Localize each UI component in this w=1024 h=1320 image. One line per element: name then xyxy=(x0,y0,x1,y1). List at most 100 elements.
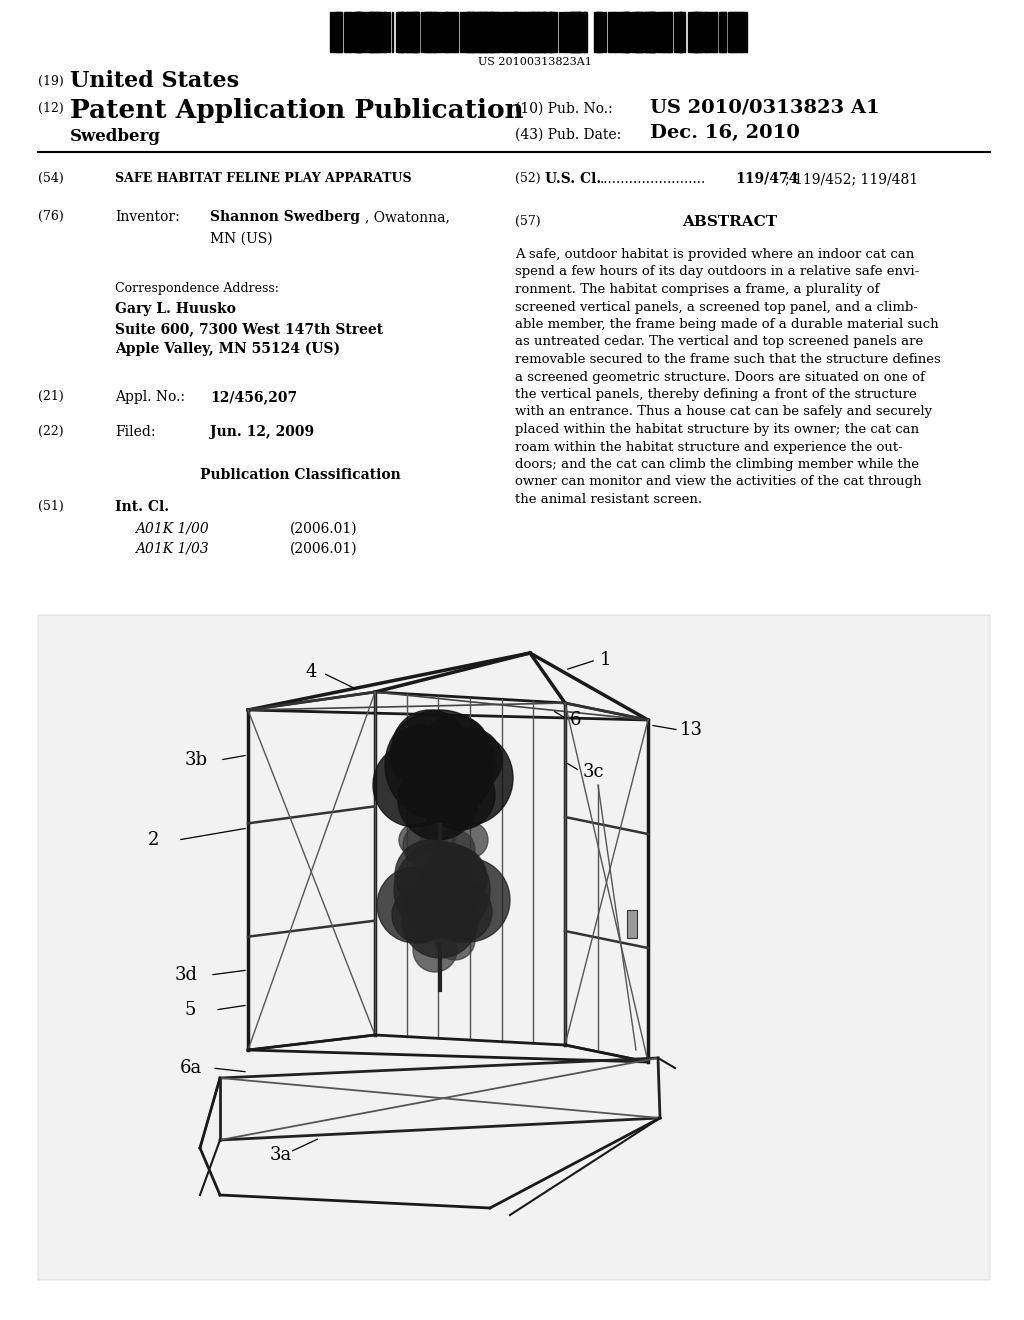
Bar xyxy=(407,12,409,51)
Bar xyxy=(594,12,599,51)
Bar xyxy=(344,12,347,51)
Text: 3a: 3a xyxy=(270,1146,292,1164)
Bar xyxy=(499,12,501,51)
Text: Int. Cl.: Int. Cl. xyxy=(115,500,169,513)
Circle shape xyxy=(392,710,468,785)
Circle shape xyxy=(390,725,450,785)
Circle shape xyxy=(435,920,475,960)
Text: doors; and the cat can climb the climbing member while the: doors; and the cat can climb the climbin… xyxy=(515,458,919,471)
Circle shape xyxy=(427,803,463,838)
Text: A safe, outdoor habitat is provided where an indoor cat can: A safe, outdoor habitat is provided wher… xyxy=(515,248,914,261)
Bar xyxy=(415,12,417,51)
Text: Shannon Swedberg: Shannon Swedberg xyxy=(210,210,360,224)
Text: a screened geometric structure. Doors are situated on one of: a screened geometric structure. Doors ar… xyxy=(515,371,925,384)
Text: Publication Classification: Publication Classification xyxy=(200,469,400,482)
Circle shape xyxy=(423,846,487,909)
Bar xyxy=(450,12,457,51)
Circle shape xyxy=(426,858,510,942)
Bar xyxy=(569,12,575,51)
Bar xyxy=(486,12,488,51)
Bar xyxy=(466,12,470,51)
Bar xyxy=(433,12,434,51)
Bar xyxy=(573,12,581,51)
Bar xyxy=(738,12,742,51)
Bar xyxy=(705,12,709,51)
Text: (76): (76) xyxy=(38,210,63,223)
Bar xyxy=(519,12,522,51)
Bar xyxy=(540,12,546,51)
Bar xyxy=(527,12,529,51)
Bar xyxy=(346,12,352,51)
Bar xyxy=(647,12,654,51)
Circle shape xyxy=(377,867,453,942)
Text: Patent Application Publication: Patent Application Publication xyxy=(70,98,523,123)
Bar xyxy=(468,12,475,51)
Bar xyxy=(716,12,717,51)
Bar xyxy=(482,12,486,51)
Text: Dec. 16, 2010: Dec. 16, 2010 xyxy=(650,124,800,143)
Circle shape xyxy=(420,817,456,853)
Bar xyxy=(409,12,413,51)
Bar xyxy=(378,12,380,51)
Bar xyxy=(429,12,436,51)
Text: Filed:: Filed: xyxy=(115,425,156,440)
Text: US 2010/0313823 A1: US 2010/0313823 A1 xyxy=(650,98,880,116)
Bar xyxy=(505,12,511,51)
Bar xyxy=(662,12,668,51)
Bar xyxy=(503,12,506,51)
Bar xyxy=(734,12,738,51)
Bar xyxy=(698,12,702,51)
Text: removable secured to the frame such that the structure defines: removable secured to the frame such that… xyxy=(515,352,941,366)
Bar xyxy=(578,12,582,51)
Circle shape xyxy=(425,760,495,830)
Bar xyxy=(336,12,339,51)
Text: 1: 1 xyxy=(600,651,611,669)
Bar xyxy=(402,12,408,51)
Bar xyxy=(631,12,638,51)
Text: (12): (12) xyxy=(38,102,63,115)
Bar xyxy=(670,12,673,51)
Bar xyxy=(411,12,416,51)
Bar xyxy=(392,12,393,51)
Bar xyxy=(398,12,399,51)
Text: ; 119/452; 119/481: ; 119/452; 119/481 xyxy=(785,172,919,186)
Bar xyxy=(356,12,362,51)
Bar xyxy=(694,12,697,51)
Bar xyxy=(497,12,500,51)
Bar xyxy=(666,12,670,51)
Bar xyxy=(531,12,539,51)
Bar xyxy=(417,12,419,51)
Bar xyxy=(358,12,361,51)
Text: SAFE HABITAT FELINE PLAY APPARATUS: SAFE HABITAT FELINE PLAY APPARATUS xyxy=(115,172,412,185)
Bar xyxy=(682,12,685,51)
Bar xyxy=(565,12,567,51)
Text: owner can monitor and view the activities of the cat through: owner can monitor and view the activitie… xyxy=(515,475,922,488)
Bar xyxy=(690,12,697,51)
Bar xyxy=(338,12,341,51)
Text: (57): (57) xyxy=(515,215,541,228)
Text: as untreated cedar. The vertical and top screened panels are: as untreated cedar. The vertical and top… xyxy=(515,335,924,348)
Bar xyxy=(372,12,373,51)
Text: (52): (52) xyxy=(515,172,541,185)
Text: (10) Pub. No.:: (10) Pub. No.: xyxy=(515,102,612,116)
Bar xyxy=(445,12,447,51)
Bar xyxy=(709,12,713,51)
Text: 6a: 6a xyxy=(180,1059,203,1077)
Bar xyxy=(423,12,427,51)
Circle shape xyxy=(403,822,447,867)
Circle shape xyxy=(438,729,502,792)
Circle shape xyxy=(398,760,478,840)
Text: A01K 1/03: A01K 1/03 xyxy=(135,543,209,556)
Bar xyxy=(376,12,382,51)
Bar xyxy=(515,12,517,51)
Text: (21): (21) xyxy=(38,389,63,403)
Text: able member, the frame being made of a durable material such: able member, the frame being made of a d… xyxy=(515,318,939,331)
Bar xyxy=(354,12,360,51)
Text: with an entrance. Thus a house cat can be safely and securely: with an entrance. Thus a house cat can b… xyxy=(515,405,932,418)
Bar xyxy=(696,12,702,51)
Text: Suite 600, 7300 West 147th Street: Suite 600, 7300 West 147th Street xyxy=(115,322,383,337)
Circle shape xyxy=(432,882,492,942)
Bar xyxy=(464,12,469,51)
Bar xyxy=(618,12,623,51)
Bar xyxy=(374,12,377,51)
